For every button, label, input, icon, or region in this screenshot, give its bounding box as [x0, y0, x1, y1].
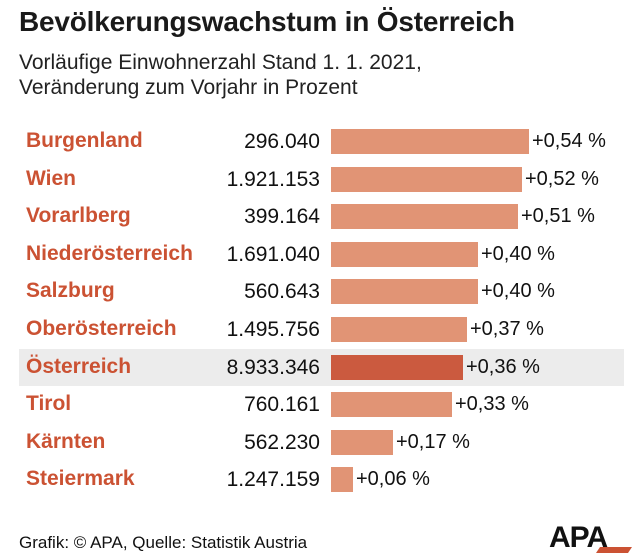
growth-bar	[331, 204, 518, 230]
growth-bar	[331, 129, 529, 154]
source-footer: Grafik: © APA, Quelle: Statistik Austria	[19, 533, 308, 552]
population-label: 296.040	[244, 130, 320, 153]
chart-row: Burgenland 296.040 +0,54 %	[19, 123, 624, 160]
growth-bar	[331, 392, 452, 418]
growth-bar	[331, 317, 467, 342]
population-label: 1.247.159	[226, 468, 320, 492]
growth-bar	[331, 279, 478, 305]
svg-text:APA: APA	[549, 521, 607, 553]
population-label: 399.164	[244, 205, 320, 229]
chart-row: Steiermark 1.247.159 +0,06 %	[19, 461, 624, 498]
region-label: Niederösterreich	[26, 241, 193, 265]
growth-bar	[331, 354, 463, 380]
growth-value-label: +0,40 %	[481, 242, 555, 265]
growth-value-label: +0,51 %	[521, 205, 595, 228]
total-row: Österreich 8.933.346 +0,36 %	[19, 348, 624, 386]
growth-value-label: +0,54 %	[532, 130, 606, 152]
growth-bar	[331, 166, 522, 192]
region-label: Salzburg	[26, 279, 115, 303]
chart-row: Oberösterreich 1.495.756 +0,37 %	[19, 311, 624, 348]
population-label: 8.933.346	[226, 355, 320, 379]
growth-value-label: +0,33 %	[455, 393, 529, 416]
chart-title: Bevölkerungswachstum in Österreich	[19, 6, 515, 37]
region-label: Oberösterreich	[26, 317, 177, 340]
population-label: 560.643	[244, 280, 320, 304]
chart-row: Salzburg 560.643 +0,40 %	[19, 273, 624, 310]
chart-subtitle-line-2: Veränderung zum Vorjahr in Prozent	[19, 76, 358, 99]
region-label: Kärnten	[26, 429, 106, 453]
population-label: 1.921.153	[226, 167, 320, 191]
region-label: Vorarlberg	[26, 204, 131, 228]
region-label: Steiermark	[26, 467, 135, 491]
chart-row: Vorarlberg 399.164 +0,51 %	[19, 198, 624, 235]
growth-value-label: +0,40 %	[481, 280, 555, 303]
growth-bar	[331, 241, 478, 267]
region-label: Österreich	[26, 354, 132, 378]
growth-value-label: +0,17 %	[396, 430, 470, 453]
apa-logo: APA	[549, 521, 632, 553]
chart-row: Tirol 760.161 +0,33 %	[19, 386, 624, 423]
chart-row: Wien 1.921.153 +0,52 %	[19, 161, 624, 198]
population-label: 1.495.756	[226, 318, 320, 341]
chart-row: Kärnten 562.230 +0,17 %	[19, 424, 624, 461]
population-label: 562.230	[244, 430, 320, 454]
population-label: 760.161	[244, 393, 320, 417]
chart-row: Niederösterreich 1.691.040 +0,40 %	[19, 236, 624, 273]
chart-subtitle-line-1: Vorläufige Einwohnerzahl Stand 1. 1. 202…	[19, 51, 422, 74]
region-label: Burgenland	[26, 129, 143, 152]
region-label: Tirol	[26, 392, 72, 416]
growth-bar	[331, 467, 353, 493]
growth-value-label: +0,52 %	[525, 167, 599, 190]
growth-value-label: +0,06 %	[356, 468, 430, 491]
growth-bar	[331, 429, 393, 455]
population-label: 1.691.040	[226, 242, 320, 266]
region-label: Wien	[26, 166, 76, 190]
growth-value-label: +0,37 %	[470, 318, 544, 340]
growth-value-label: +0,36 %	[466, 355, 540, 378]
